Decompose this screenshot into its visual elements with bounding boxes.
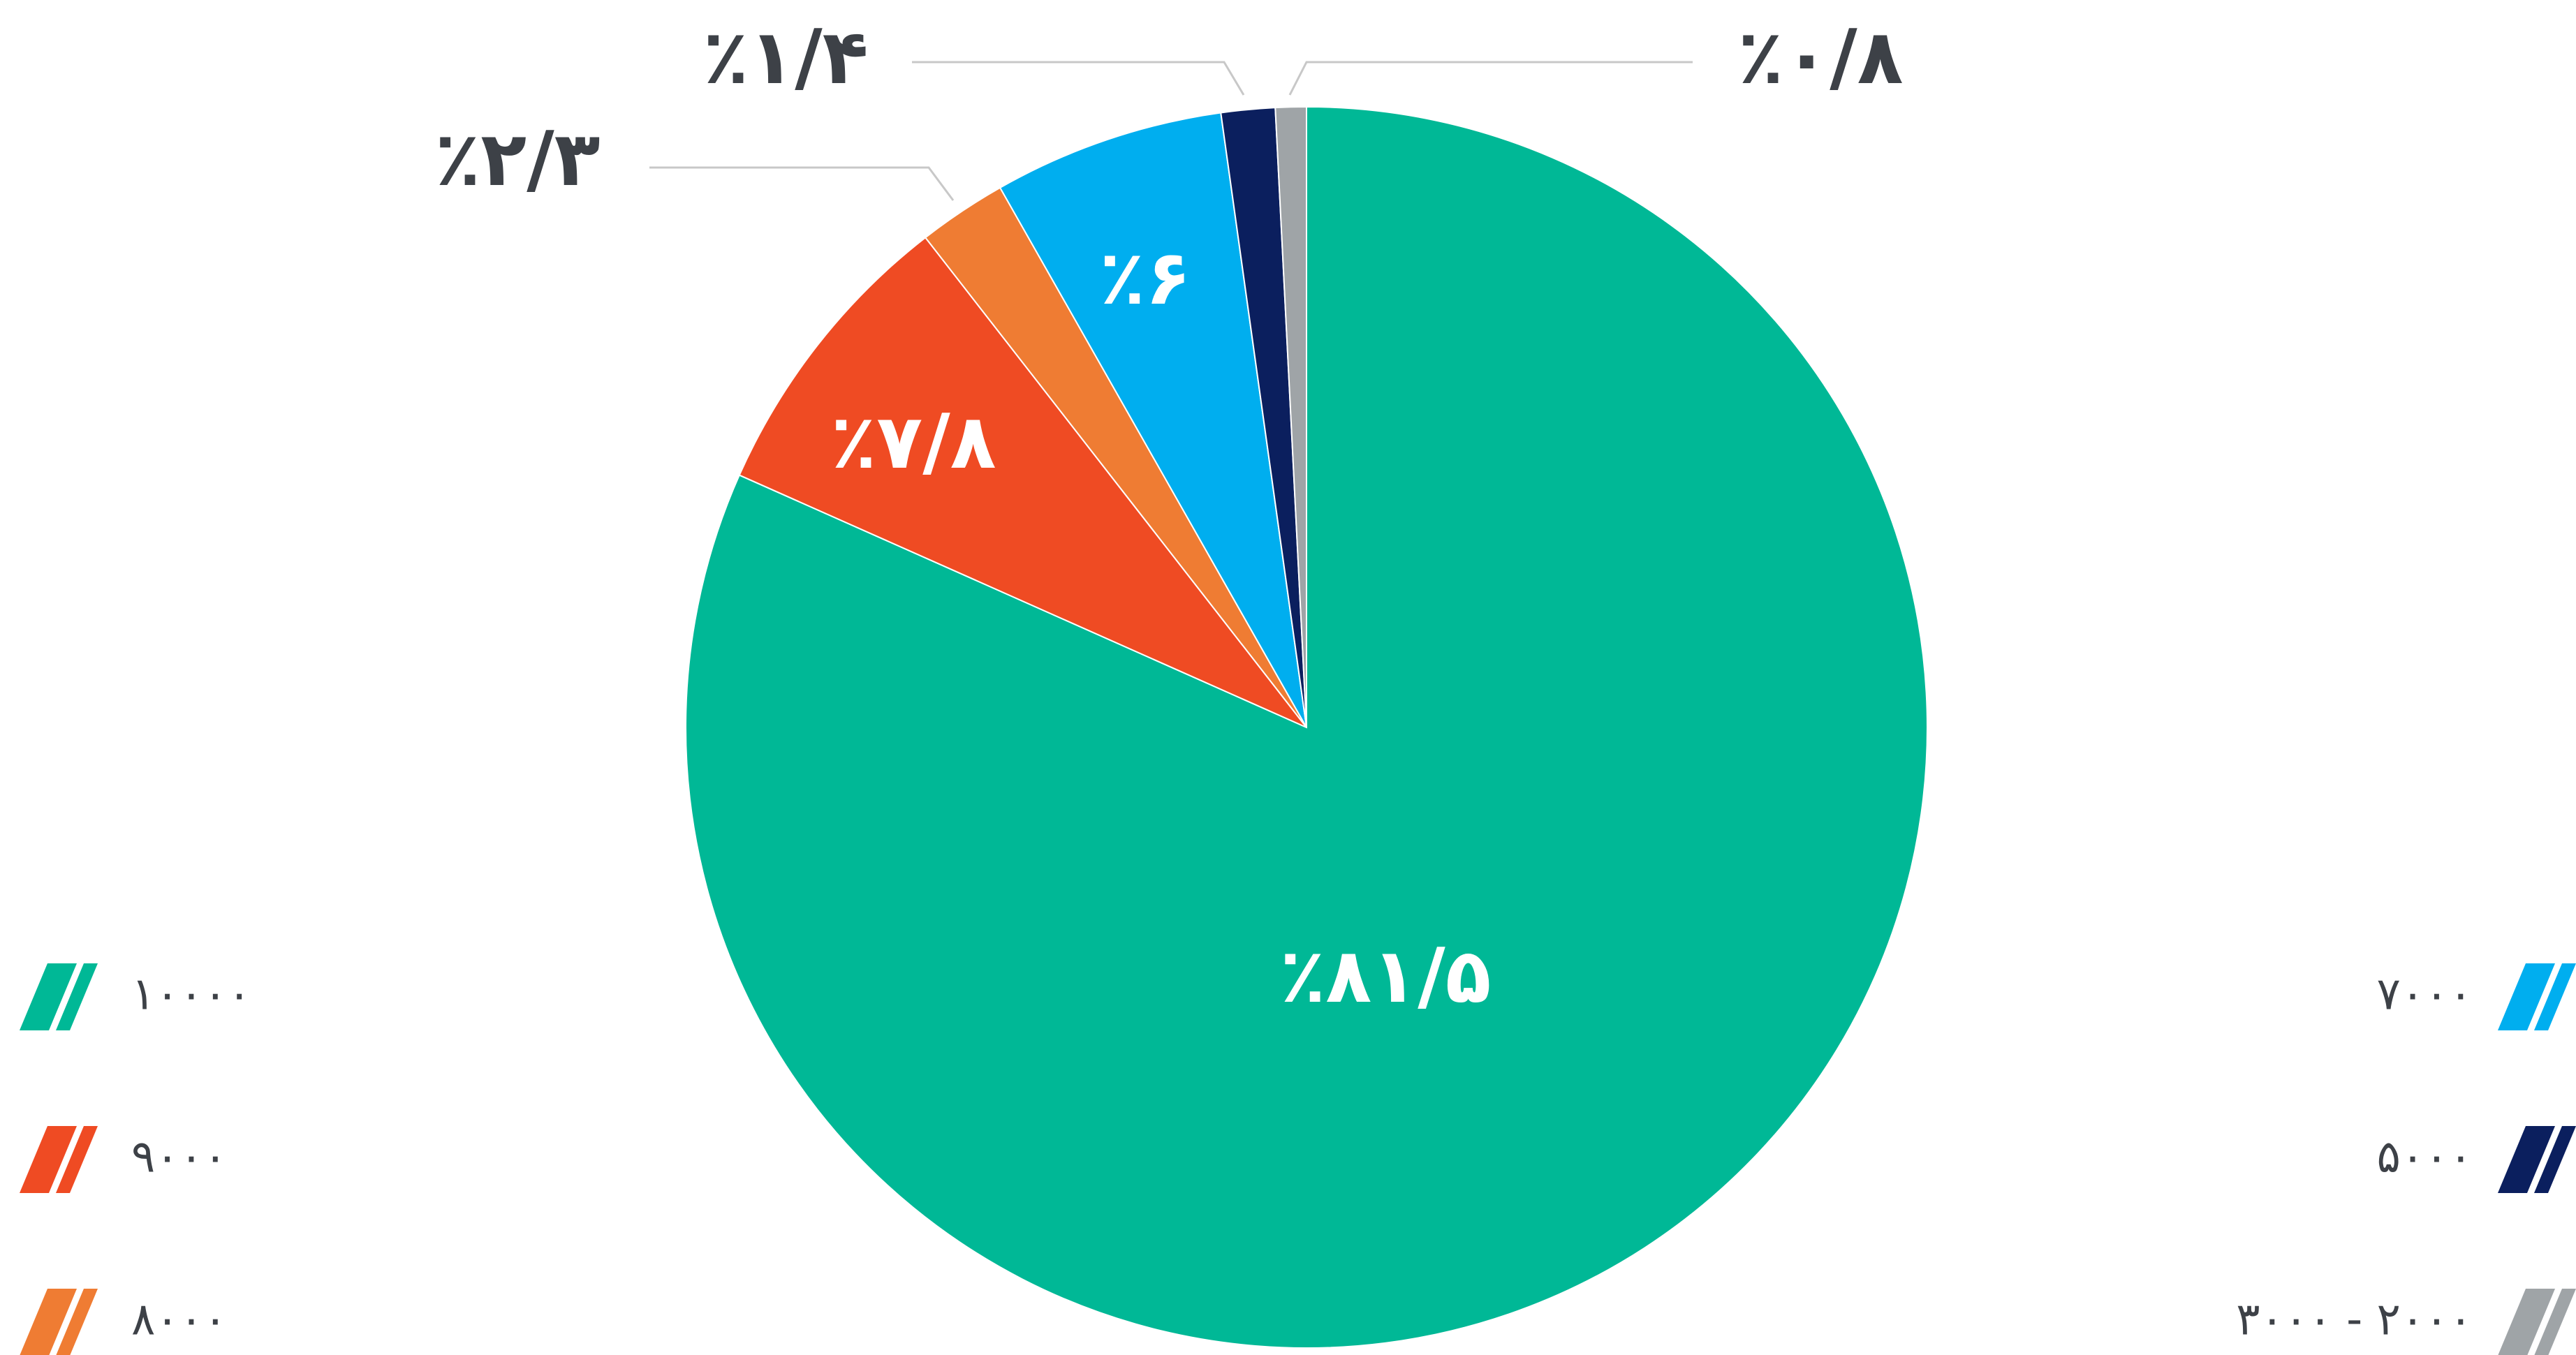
pie-slice	[684, 105, 1928, 1349]
legend-swatch	[2498, 963, 2555, 1030]
data-label: ٪۲/۳	[434, 116, 600, 203]
data-label: ٪۶	[1099, 235, 1191, 322]
legend-swatch	[2534, 1289, 2576, 1355]
pie-slice	[738, 236, 1307, 728]
data-label: ٪۷/۸	[830, 399, 996, 486]
data-label: ٪۸۱/۵	[1279, 933, 1491, 1020]
data-label: ٪۰/۸	[1737, 14, 1903, 101]
legend-swatch	[20, 963, 77, 1030]
legend-swatch	[2498, 1289, 2555, 1355]
pie-slice	[1274, 105, 1307, 728]
legend-label: ۵۰۰۰	[2377, 1132, 2473, 1183]
legend-swatch	[20, 1289, 77, 1355]
pie-slice	[999, 112, 1307, 728]
legend-swatch	[56, 1126, 98, 1193]
legend-label: ۱۰۰۰۰	[131, 969, 251, 1021]
legend-swatch	[2534, 963, 2576, 1030]
legend-swatch	[56, 963, 98, 1030]
legend-swatch	[56, 1289, 98, 1355]
legend-swatch	[2534, 1126, 2576, 1193]
data-label: ٪۱/۴	[702, 14, 868, 101]
leader-line	[912, 61, 1245, 96]
legend-swatch	[20, 1126, 77, 1193]
legend-swatch	[2498, 1126, 2555, 1193]
legend-label: ۹۰۰۰	[131, 1132, 228, 1183]
legend-label: ۸۰۰۰	[131, 1294, 228, 1346]
legend-label: ۳۰۰۰ - ۲۰۰۰	[2236, 1294, 2473, 1346]
leader-line	[1288, 61, 1693, 96]
leader-line	[649, 166, 955, 201]
legend-label: ۷۰۰۰	[2377, 969, 2473, 1021]
